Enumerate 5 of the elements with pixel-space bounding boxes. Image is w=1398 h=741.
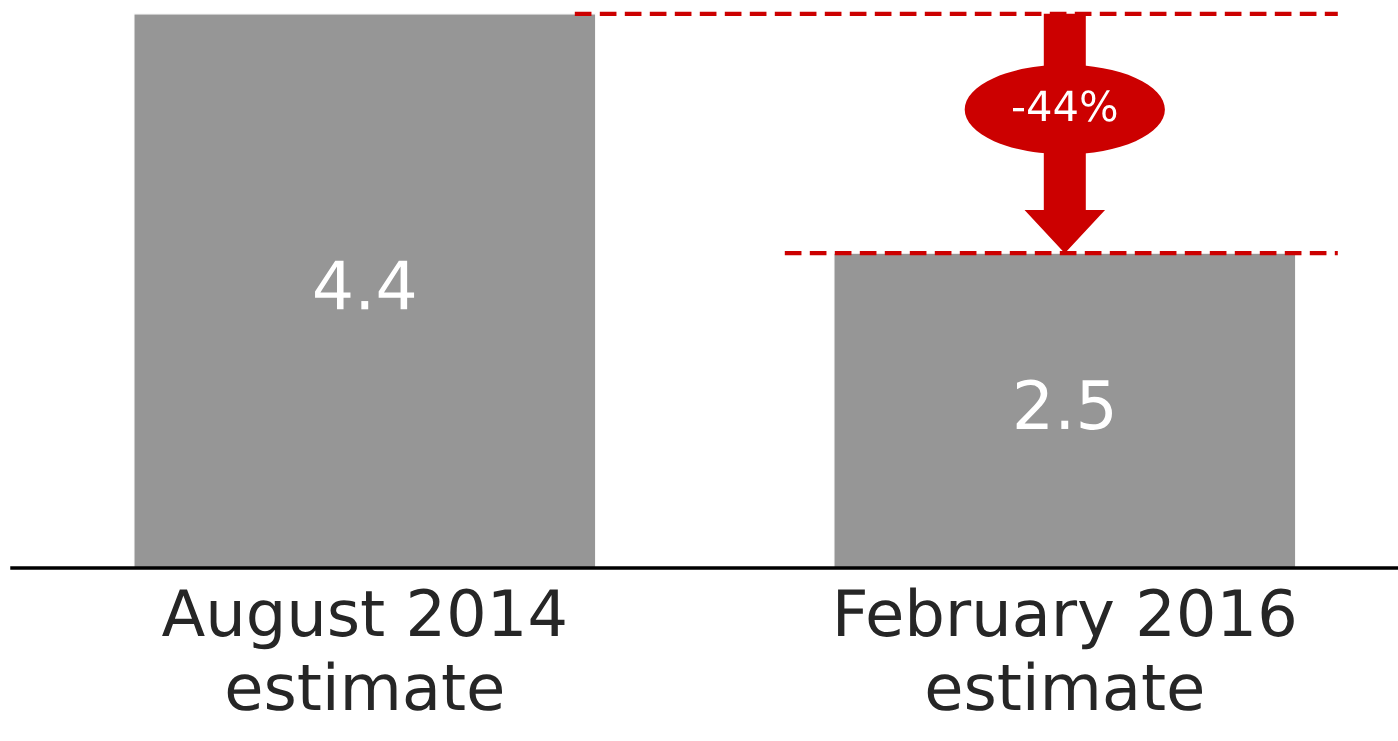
x-tick-label: August 2014 estimate	[162, 588, 565, 711]
data-label: 4.4	[315, 260, 415, 310]
annotation: -44%	[1013, 90, 1117, 122]
data-label: 2.5	[1016, 379, 1112, 430]
x-tick-label: February 2016 estimate	[838, 587, 1294, 711]
